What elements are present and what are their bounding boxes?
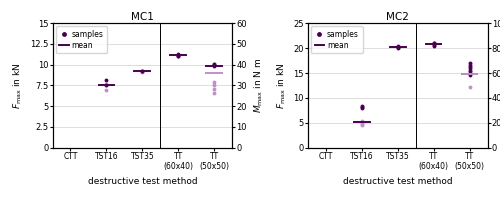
Y-axis label: $F_\mathrm{max}$ in kN: $F_\mathrm{max}$ in kN [275, 62, 287, 108]
Y-axis label: $M_\mathrm{max}$ in N m: $M_\mathrm{max}$ in N m [252, 58, 265, 113]
X-axis label: destructive test method: destructive test method [88, 177, 197, 186]
Title: MC2: MC2 [386, 12, 409, 22]
Legend: samples, mean: samples, mean [311, 26, 362, 53]
Y-axis label: $F_\mathrm{max}$ in kN: $F_\mathrm{max}$ in kN [12, 62, 24, 108]
Legend: samples, mean: samples, mean [56, 26, 108, 53]
X-axis label: destructive test method: destructive test method [343, 177, 452, 186]
Title: MC1: MC1 [131, 12, 154, 22]
